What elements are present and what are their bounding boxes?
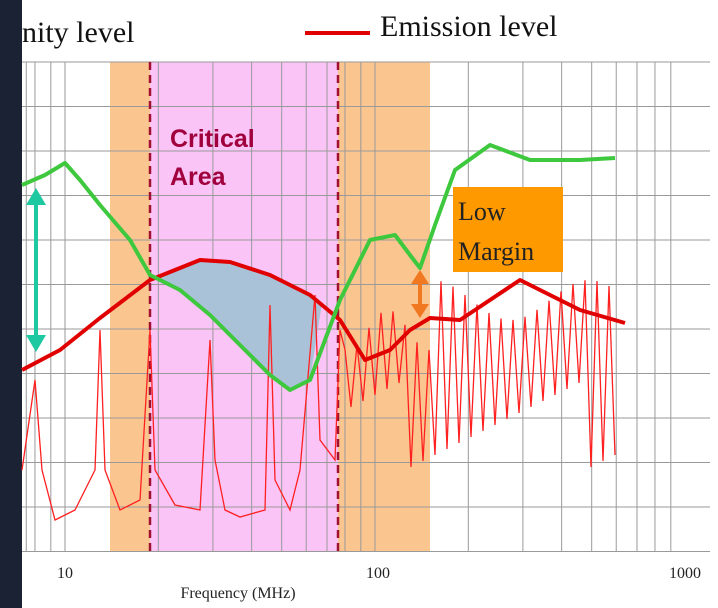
- low-margin-box: [453, 187, 563, 272]
- emission-spectrum: [21, 280, 616, 521]
- gap-arrow: [26, 188, 46, 352]
- x-tick-label: 100: [366, 565, 390, 582]
- x-tick-label: 10: [57, 565, 73, 582]
- legend-label: Emission level: [380, 10, 557, 43]
- x-tick-label: 1000: [669, 565, 701, 582]
- margin-arrow: [411, 270, 429, 318]
- annotation: Area: [170, 163, 227, 191]
- annotation: Margin: [458, 237, 534, 266]
- immunity-curve: [21, 143, 616, 392]
- background-strip: [0, 0, 22, 608]
- legend-label: nity level: [22, 16, 134, 49]
- overlap-area: [150, 260, 322, 390]
- x-axis-title: Frequency (MHz): [180, 585, 295, 602]
- emission-envelope: [21, 258, 626, 372]
- annotation: Critical: [170, 125, 255, 153]
- annotation: Low: [458, 197, 506, 226]
